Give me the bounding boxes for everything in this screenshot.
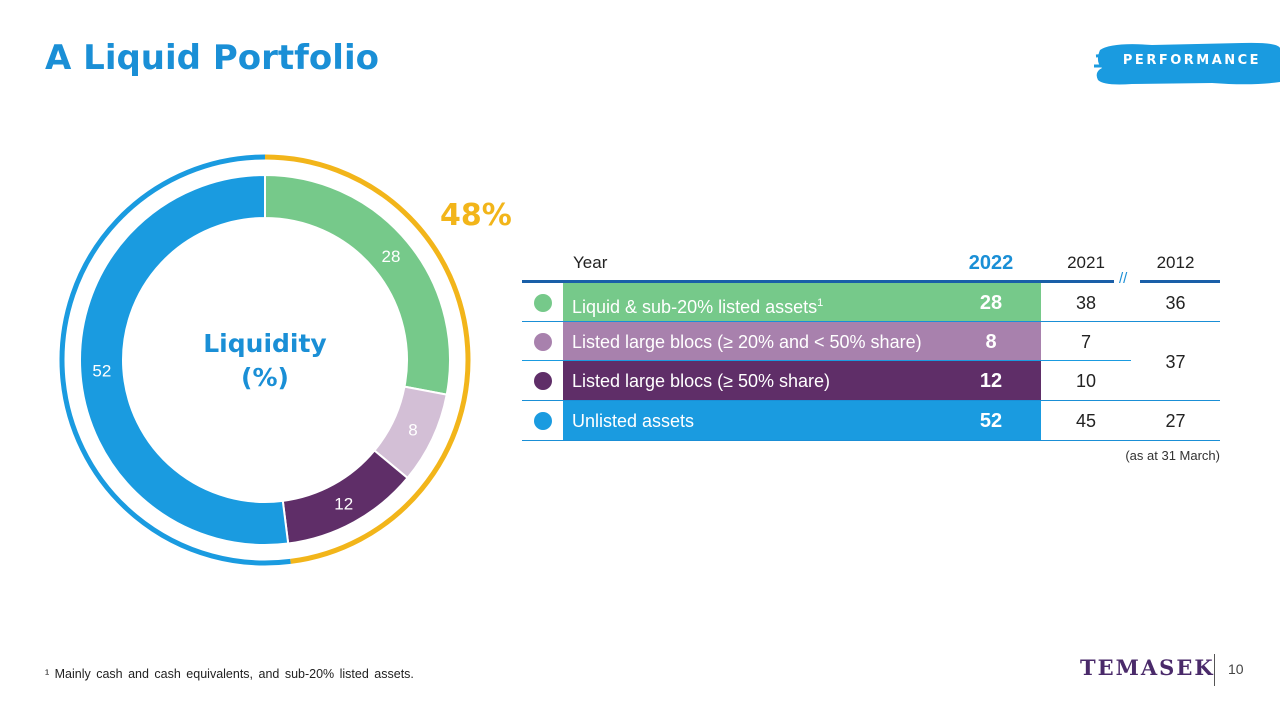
table-row: Listed large blocs (≥ 20% and < 50% shar… — [522, 322, 1220, 362]
chart-center-unit: (%) — [241, 363, 289, 392]
value-2022: 28 — [941, 283, 1041, 323]
legend-dot — [534, 412, 552, 430]
legend-dot — [534, 294, 552, 312]
row-divider — [522, 360, 1131, 361]
legend-dot — [534, 333, 552, 351]
value-2022: 12 — [941, 361, 1041, 401]
header-2022: 2022 — [968, 252, 1014, 274]
liquid-share-label: 48% — [440, 198, 512, 233]
header-rule — [522, 280, 1114, 283]
value-2021: 7 — [1080, 332, 1091, 352]
header-year: Year — [573, 253, 608, 272]
value-2012: 36 — [1165, 293, 1186, 313]
footer-divider — [1214, 654, 1215, 686]
axis-break-mark: // — [1119, 270, 1128, 287]
header-rule-2012 — [1140, 280, 1220, 283]
liquid-share-arc — [264, 154, 471, 564]
row-divider — [522, 440, 1220, 441]
section-badge: PERFORMANCE — [1092, 36, 1280, 86]
table-row: Unlisted assets 52 45 27 — [522, 401, 1220, 441]
table-note: (as at 31 March) — [1125, 448, 1220, 463]
value-2021: 38 — [1075, 293, 1097, 313]
illiquid-share-arc — [59, 154, 291, 566]
donut-slice — [264, 173, 451, 396]
temasek-logo: TEMASEK — [1080, 655, 1215, 680]
page-number: 10 — [1228, 661, 1244, 677]
header-2012: 2012 — [1156, 253, 1195, 272]
donut-slice — [78, 173, 290, 546]
value-2012: 27 — [1165, 411, 1186, 431]
row-divider — [522, 400, 1220, 401]
slice-value-label: 12 — [334, 494, 353, 513]
row-divider — [522, 321, 1220, 322]
table-row: Listed large blocs (≥ 50% share) 12 10 — [522, 361, 1220, 401]
value-2022: 8 — [941, 322, 1041, 362]
table-row: Liquid & sub-20% listed assets1 28 38 36 — [522, 283, 1220, 323]
header-2021: 2021 — [1067, 253, 1105, 272]
legend-dot — [534, 372, 552, 390]
value-2012-merged: 37 — [1165, 352, 1186, 372]
slice-value-label: 28 — [382, 247, 401, 266]
brush-stroke-icon — [1094, 42, 1280, 85]
chart-center-label: Liquidity — [203, 329, 326, 358]
value-2021: 45 — [1075, 411, 1097, 431]
value-2021: 10 — [1075, 371, 1097, 391]
liquidity-donut-chart: 28 8 12 52 48% Liquidity (%) — [59, 154, 512, 566]
footnote: ¹ Mainly cash and cash equivalents, and … — [45, 667, 414, 681]
slice-value-label: 8 — [408, 421, 417, 440]
slice-value-label: 52 — [92, 361, 111, 380]
page-title: A Liquid Portfolio — [45, 38, 379, 78]
value-2022: 52 — [941, 401, 1041, 441]
badge-label: PERFORMANCE — [1122, 53, 1262, 68]
